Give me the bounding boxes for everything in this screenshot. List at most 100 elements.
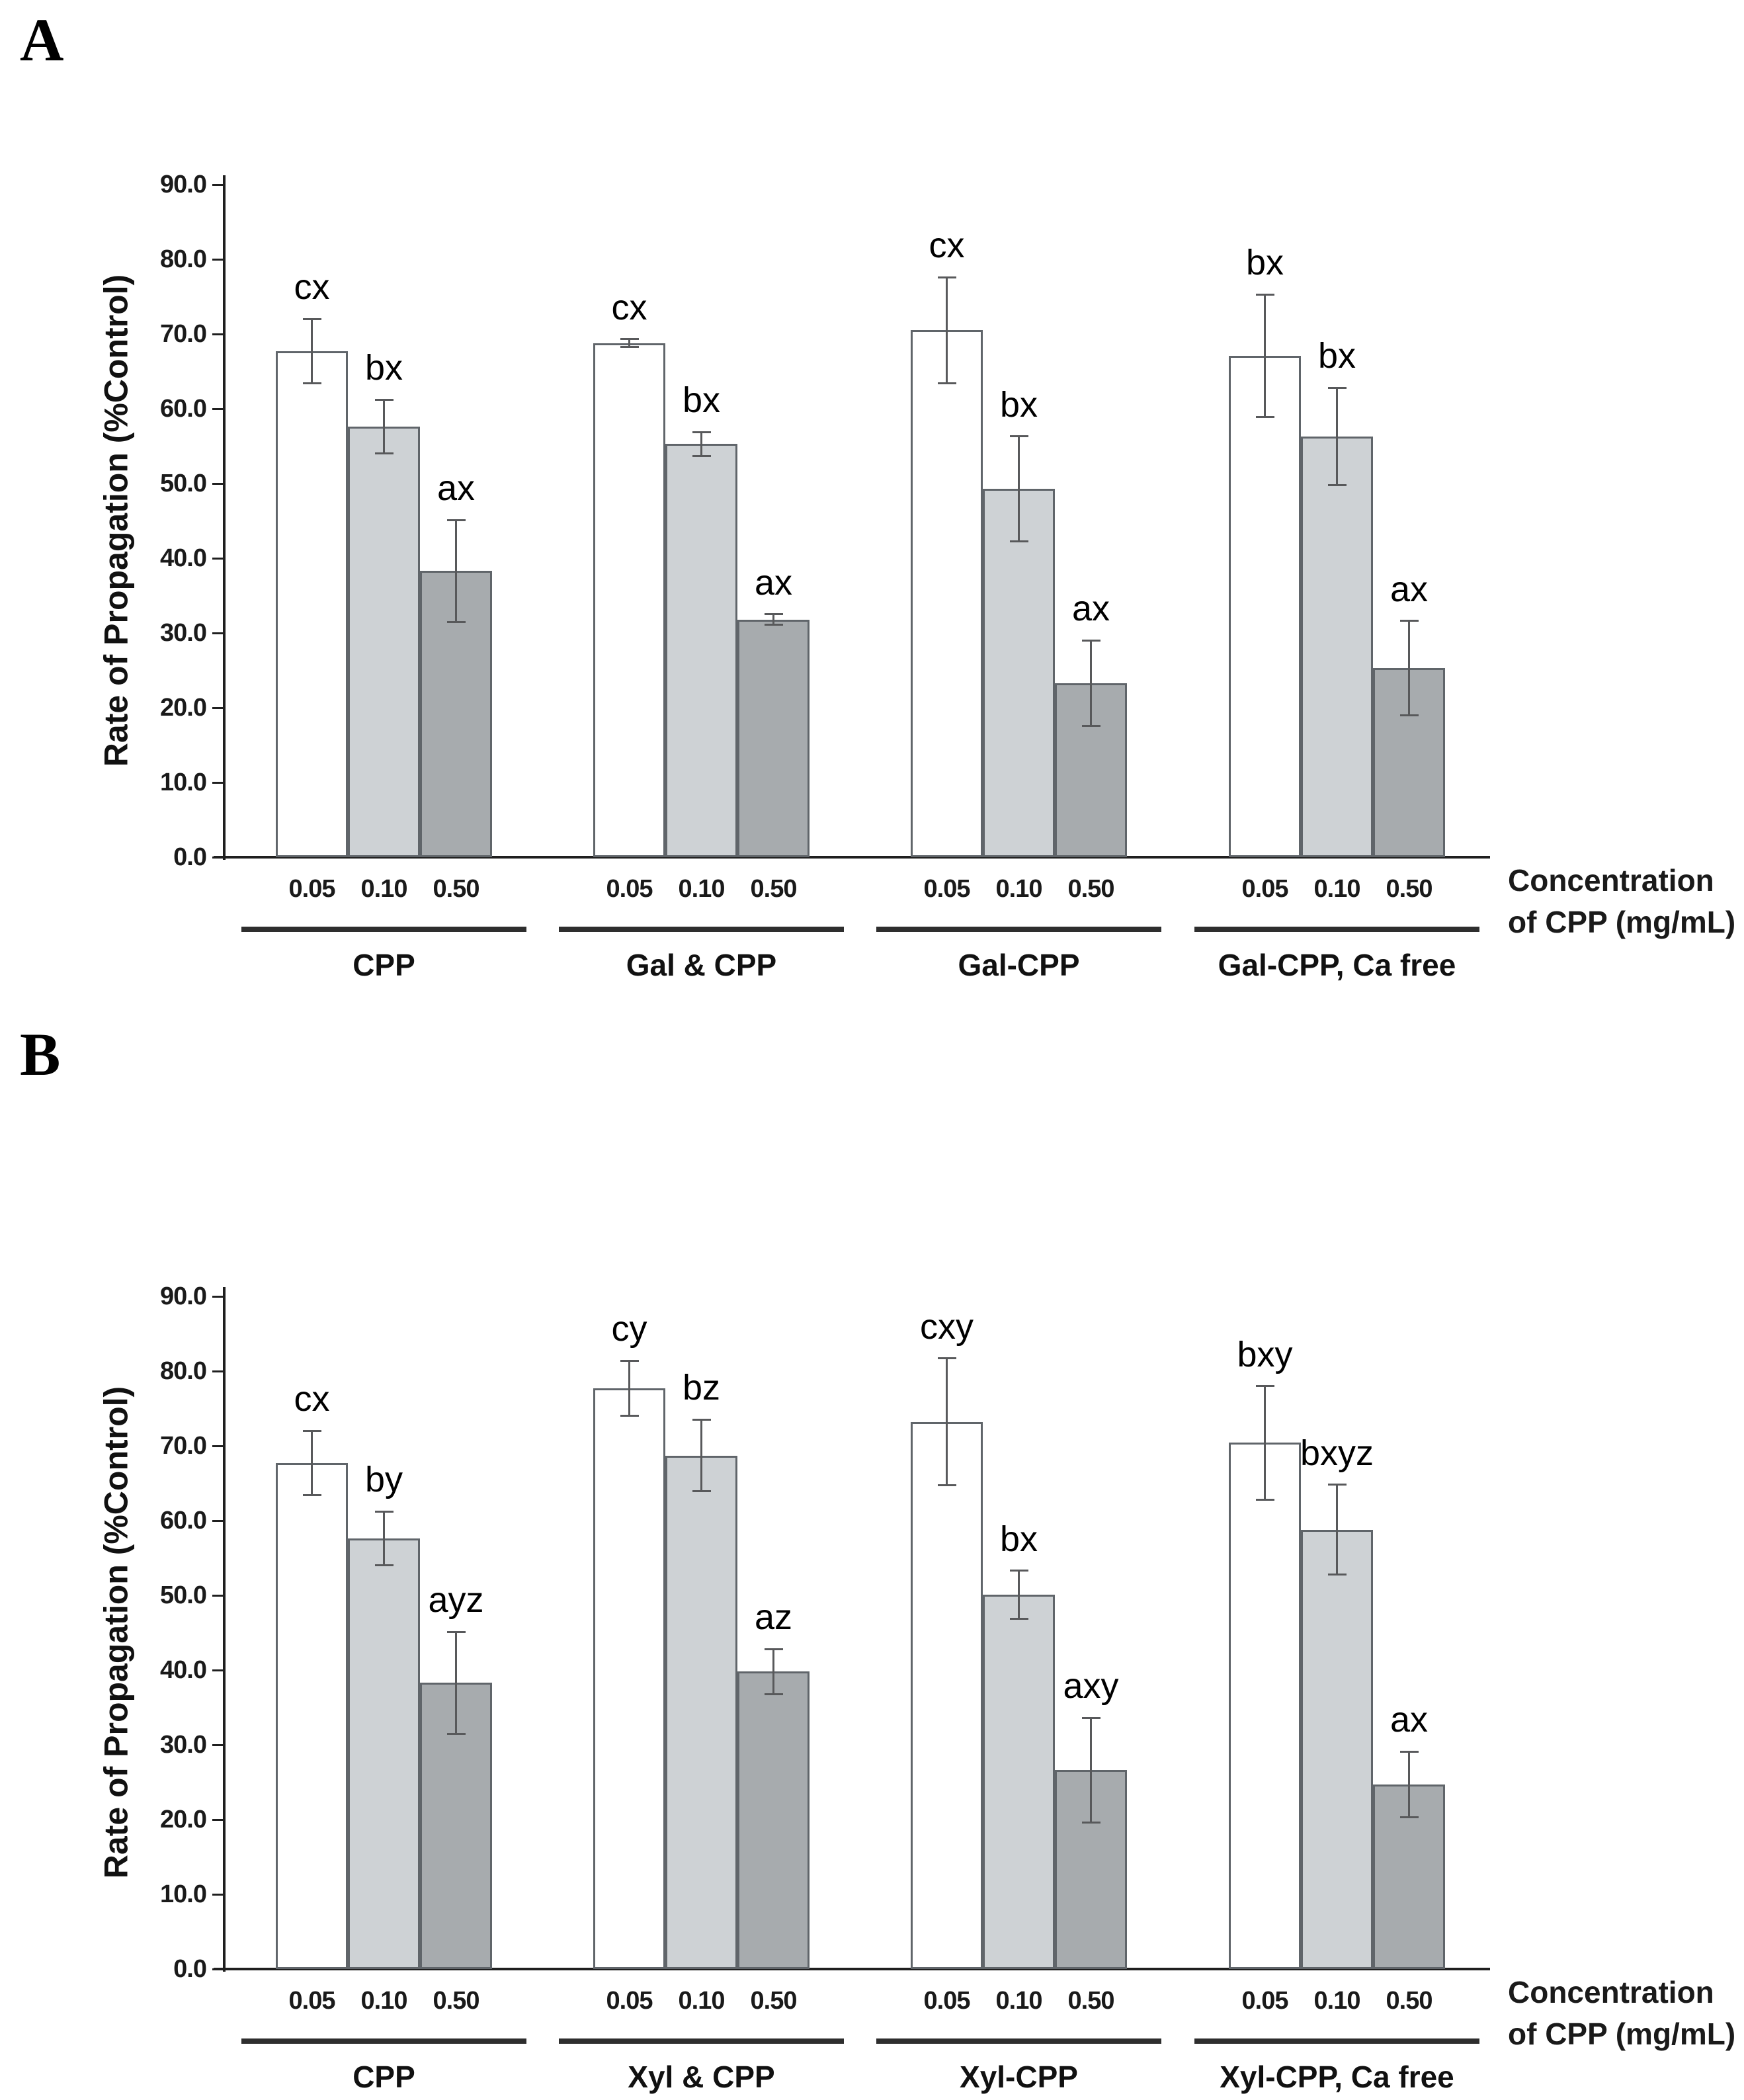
error-bar-cap-top xyxy=(1009,1570,1028,1572)
group-label-Gal-CPP, Ca free: Gal-CPP, Ca free xyxy=(1218,948,1456,982)
bar-0.05-Xyl-CPP, Ca free xyxy=(1229,1443,1301,1969)
bar-0.10-Gal-CPP xyxy=(983,488,1055,857)
error-bar-cap-bottom xyxy=(302,382,321,385)
sig-label-bx: bx xyxy=(999,1519,1038,1559)
conc-label: 0.50 xyxy=(1067,1987,1115,2015)
conc-label: 0.05 xyxy=(1241,1987,1289,2015)
error-bar-stem xyxy=(628,339,630,347)
conc-label: 0.10 xyxy=(678,1987,726,2015)
y-tick-mark xyxy=(212,1370,223,1372)
conc-label: 0.05 xyxy=(288,1987,336,2015)
y-tick-mark xyxy=(212,781,223,784)
x-axis-note-line2: of CPP (mg/mL) xyxy=(1508,905,1736,939)
conc-label: 0.50 xyxy=(750,1987,798,2015)
error-bar-stem xyxy=(455,1632,457,1734)
y-tick-label: 20.0 xyxy=(160,694,207,722)
error-bar-stem xyxy=(1264,294,1266,417)
y-tick-mark xyxy=(212,1893,223,1896)
panel-label-b: B xyxy=(20,1021,61,1088)
sig-label-ayz: ayz xyxy=(428,1580,484,1620)
group-underline xyxy=(876,927,1161,932)
y-tick-label: 50.0 xyxy=(160,470,207,497)
y-tick-label: 50.0 xyxy=(160,1581,207,1609)
sig-label-az: az xyxy=(754,1597,793,1638)
y-tick-mark xyxy=(212,333,223,335)
y-tick-mark xyxy=(212,183,223,186)
y-tick-label: 10.0 xyxy=(160,1880,207,1908)
bar-0.50-Gal-CPP xyxy=(1055,683,1127,857)
bar-0.10-Xyl-CPP, Ca free xyxy=(1301,1529,1373,1969)
error-bar-stem xyxy=(628,1361,630,1416)
bar-0.10-CPP xyxy=(348,427,420,857)
bar-0.50-Gal & CPP xyxy=(737,619,810,857)
error-bar-cap-top xyxy=(1255,293,1274,296)
sig-label-cx: cx xyxy=(294,1379,330,1419)
conc-label: 0.10 xyxy=(995,1987,1043,2015)
group-underline xyxy=(559,2038,844,2044)
error-bar-stem xyxy=(311,319,313,384)
error-bar-stem xyxy=(1336,1484,1338,1575)
y-tick-mark xyxy=(212,632,223,634)
error-bar-cap-top xyxy=(1255,1385,1274,1388)
y-tick-mark xyxy=(212,1519,223,1522)
error-bar-cap-top xyxy=(764,1648,783,1650)
sig-label-axy: axy xyxy=(1063,1666,1119,1706)
sig-label-ax: ax xyxy=(1390,1700,1429,1740)
error-bar-cap-bottom xyxy=(1255,1498,1274,1501)
y-tick-label: 20.0 xyxy=(160,1806,207,1833)
sig-label-bx: bx xyxy=(682,380,721,421)
y-tick-mark xyxy=(212,1818,223,1821)
error-bar-cap-top xyxy=(446,519,466,521)
error-bar-cap-top xyxy=(302,1429,321,1432)
conc-label: 0.05 xyxy=(1241,875,1289,903)
error-bar-cap-top xyxy=(1399,1750,1419,1753)
error-bar-cap-bottom xyxy=(1255,415,1274,418)
bar-0.10-Gal-CPP, Ca free xyxy=(1301,436,1373,857)
group-label-Xyl & CPP: Xyl & CPP xyxy=(628,2060,775,2094)
bar-0.05-CPP xyxy=(276,1462,348,1969)
y-tick-mark xyxy=(212,557,223,560)
panel-label-a: A xyxy=(20,6,64,73)
error-bar-cap-bottom xyxy=(937,1484,956,1487)
sig-label-ax: ax xyxy=(1390,569,1429,609)
error-bar-stem xyxy=(1018,1570,1020,1619)
error-bar-stem xyxy=(1018,436,1020,541)
y-tick-mark xyxy=(212,1968,223,1970)
bar-0.50-Xyl & CPP xyxy=(737,1671,810,1969)
error-bar-cap-bottom xyxy=(1081,724,1100,727)
error-bar-stem xyxy=(1090,640,1092,726)
y-tick-label: 90.0 xyxy=(160,171,207,198)
bar-0.10-Xyl-CPP xyxy=(983,1594,1055,1969)
y-tick-label: 80.0 xyxy=(160,245,207,273)
group-underline xyxy=(876,2038,1161,2044)
sig-label-bx: bx xyxy=(999,384,1038,425)
sig-label-ax: ax xyxy=(754,562,793,603)
error-bar-cap-top xyxy=(620,338,639,341)
error-bar-stem xyxy=(1264,1386,1266,1500)
error-bar-stem xyxy=(946,1358,948,1486)
bar-0.05-Gal-CPP, Ca free xyxy=(1229,355,1301,857)
x-axis-note-line1: Concentration xyxy=(1508,863,1714,898)
y-tick-label: 0.0 xyxy=(173,1955,207,1983)
error-bar-cap-bottom xyxy=(620,1415,639,1417)
group-label-CPP: CPP xyxy=(353,948,415,982)
conc-label: 0.10 xyxy=(360,1987,408,2015)
sig-label-ax: ax xyxy=(1071,589,1110,629)
error-bar-cap-bottom xyxy=(1399,714,1419,716)
conc-label: 0.50 xyxy=(750,875,798,903)
error-bar-cap-bottom xyxy=(446,1732,466,1735)
bar-0.10-Gal & CPP xyxy=(665,444,737,857)
error-bar-cap-top xyxy=(764,613,783,616)
bar-0.10-Xyl & CPP xyxy=(665,1455,737,1969)
error-bar-cap-bottom xyxy=(1327,1573,1347,1575)
sig-label-bx: bx xyxy=(364,348,403,388)
y-tick-label: 60.0 xyxy=(160,1507,207,1534)
sig-label-ax: ax xyxy=(436,468,476,509)
group-label-Xyl-CPP, Ca free: Xyl-CPP, Ca free xyxy=(1220,2060,1454,2094)
error-bar-cap-top xyxy=(1327,1484,1347,1486)
error-bar-stem xyxy=(1408,620,1410,716)
sig-label-bz: bz xyxy=(682,1368,721,1408)
x-axis-line xyxy=(214,1968,1490,1970)
